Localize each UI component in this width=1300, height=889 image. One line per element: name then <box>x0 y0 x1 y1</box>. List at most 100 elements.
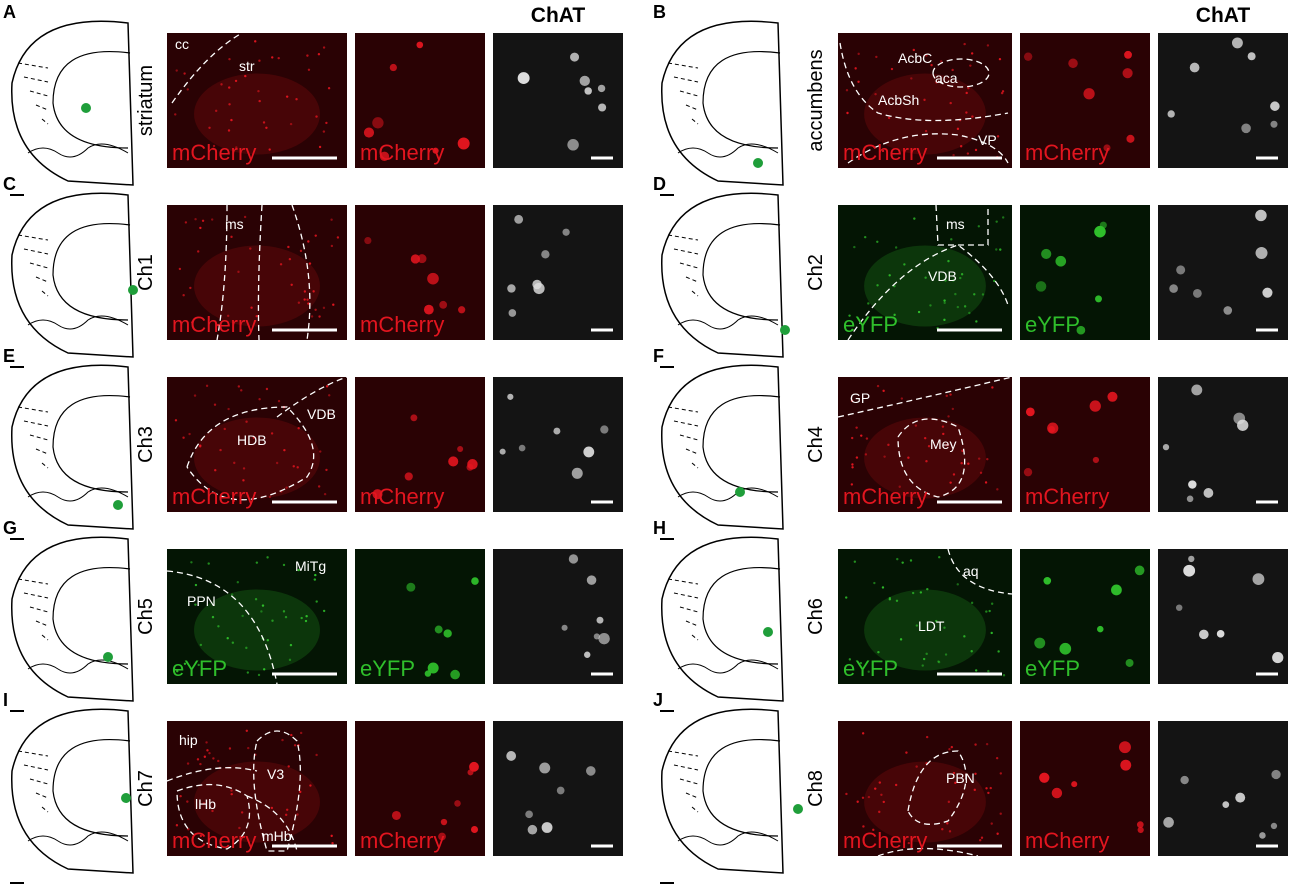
cell <box>974 743 977 746</box>
cell <box>1270 120 1278 128</box>
cell <box>919 591 923 594</box>
cell <box>991 386 994 389</box>
cell <box>1125 659 1134 667</box>
cell <box>187 828 190 831</box>
cell <box>284 615 288 619</box>
cell <box>270 806 274 810</box>
cell <box>1000 91 1004 95</box>
cell <box>226 636 229 640</box>
cell <box>881 586 885 589</box>
cell <box>199 834 203 838</box>
cell <box>1252 573 1265 585</box>
brain-division <box>41 806 49 813</box>
cell <box>176 669 179 673</box>
region-annotation: VDB <box>307 406 336 422</box>
cell <box>985 610 988 613</box>
cell <box>861 732 865 735</box>
cell <box>923 436 927 440</box>
cell <box>567 139 579 151</box>
cell <box>173 149 177 152</box>
brain-division <box>691 118 699 125</box>
cell <box>920 158 924 161</box>
cell <box>878 810 881 814</box>
micrograph <box>1158 549 1288 684</box>
brain-division <box>691 806 699 813</box>
cell <box>848 658 852 661</box>
brain-division <box>17 62 49 69</box>
cell <box>974 772 977 775</box>
cell <box>315 600 318 603</box>
cell <box>970 650 973 653</box>
cell <box>257 89 260 93</box>
cell <box>1255 209 1267 222</box>
cell <box>282 610 286 613</box>
brain-inner <box>702 739 781 837</box>
cell <box>372 117 384 129</box>
cell <box>313 578 317 581</box>
cell <box>285 486 288 489</box>
cell <box>1051 787 1063 799</box>
cell <box>1122 68 1133 79</box>
region-label: Ch2 <box>805 254 827 291</box>
cell <box>985 742 989 746</box>
brain-detail <box>677 659 779 674</box>
cell <box>979 471 983 474</box>
cell <box>943 299 946 302</box>
cell <box>963 635 966 638</box>
panel-letter: I <box>3 690 8 710</box>
brain-division <box>23 248 49 255</box>
cell <box>266 556 269 559</box>
cell <box>1235 792 1246 803</box>
region-label: Ch1 <box>135 254 157 291</box>
cell <box>947 415 950 418</box>
cell <box>963 305 967 308</box>
cell <box>230 593 234 596</box>
cell <box>1107 391 1118 402</box>
cell <box>330 218 333 221</box>
cell <box>332 303 335 306</box>
cell <box>876 384 880 388</box>
region-label: Ch8 <box>805 770 827 807</box>
brain-division <box>29 606 49 613</box>
marker-label: eYFP <box>843 312 898 337</box>
brain-inner <box>702 567 781 665</box>
cell <box>330 834 333 838</box>
region-label: Ch3 <box>135 426 157 463</box>
cell <box>874 787 877 790</box>
marker-label: mCherry <box>360 828 444 853</box>
cell <box>315 115 318 118</box>
cell <box>317 485 321 488</box>
injection-site <box>121 793 131 803</box>
micrograph <box>355 205 485 340</box>
cell <box>283 448 286 452</box>
marker-label: mCherry <box>1025 828 1109 853</box>
cell <box>271 56 274 59</box>
cell <box>1059 642 1072 655</box>
cell <box>183 72 186 75</box>
column-header: ChAT <box>531 4 586 27</box>
cell <box>290 283 293 287</box>
cell <box>295 98 298 101</box>
cell <box>199 762 202 766</box>
cell <box>506 751 517 761</box>
cell <box>205 384 209 388</box>
brain-division <box>673 592 699 599</box>
cell <box>297 568 300 572</box>
cell <box>454 800 461 807</box>
cell <box>951 68 954 72</box>
cell <box>1095 295 1102 303</box>
cell <box>228 57 231 61</box>
cell <box>518 444 526 452</box>
cell <box>845 89 849 92</box>
region-annotation: VP <box>978 132 997 148</box>
cell <box>895 599 899 602</box>
cell <box>243 215 247 219</box>
cell <box>410 254 421 264</box>
brain-detail <box>27 143 129 158</box>
cell <box>967 87 970 90</box>
cell <box>247 746 250 750</box>
region-annotation: AcbC <box>898 50 932 66</box>
cell <box>289 122 293 126</box>
